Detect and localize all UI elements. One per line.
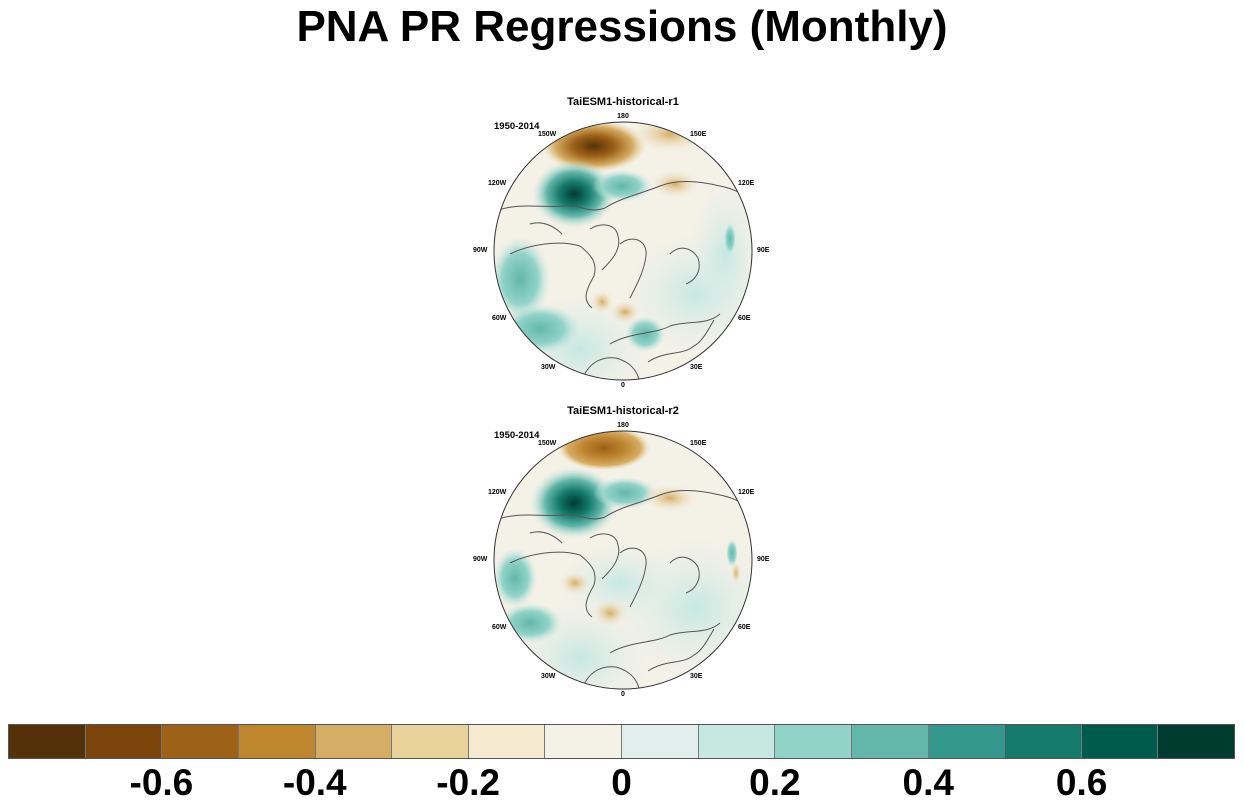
- panel-title: TaiESM1-historical-r1: [567, 96, 679, 108]
- colorbar-tick-label: -0.2: [436, 762, 501, 803]
- period-label: 1950-2014: [494, 430, 540, 441]
- lon-label: 150W: [538, 440, 557, 447]
- lon-label: 30E: [690, 364, 703, 371]
- lon-label: 60W: [492, 624, 507, 631]
- lon-label: 30E: [690, 673, 703, 680]
- colorbar-swatch: [851, 725, 929, 758]
- colorbar: [8, 724, 1235, 759]
- colorbar-swatch: [775, 725, 852, 758]
- lon-label: 0: [621, 691, 625, 698]
- colorbar-swatch: [545, 725, 622, 758]
- colorbar-tick-label: 0.2: [749, 762, 801, 803]
- lon-label: 180: [617, 422, 629, 429]
- lon-label: 30W: [541, 364, 556, 371]
- lon-label: 120E: [738, 489, 755, 496]
- colorbar-swatch: [698, 725, 776, 758]
- lon-label: 90E: [757, 556, 770, 563]
- colorbar-swatch: [315, 725, 393, 758]
- lon-label: 120W: [488, 489, 507, 496]
- colorbar-swatch: [1081, 725, 1159, 758]
- lon-label: 60E: [738, 315, 751, 322]
- lon-label: 60W: [492, 315, 507, 322]
- figure-title: PNA PR Regressions (Monthly): [296, 2, 948, 51]
- colorbar-swatch: [85, 725, 163, 758]
- colorbar-swatch: [1005, 725, 1082, 758]
- panel-title: TaiESM1-historical-r2: [567, 405, 679, 417]
- colorbar-swatch: [928, 725, 1006, 758]
- lon-label: 150E: [690, 131, 707, 138]
- colorbar-swatch: [468, 725, 546, 758]
- colorbar-swatch: [392, 725, 469, 758]
- map-panel-r2: TaiESM1-historical-r2 1950-2014: [470, 403, 776, 703]
- lon-label: 150E: [690, 440, 707, 447]
- polar-map: [493, 121, 753, 381]
- colorbar-swatch: [9, 725, 86, 758]
- lon-label: 0: [621, 382, 625, 389]
- map-panel-r1: TaiESM1-historical-r1 1950-2014: [470, 94, 776, 394]
- colorbar-swatch: [1158, 725, 1234, 758]
- lon-label: 90W: [473, 556, 488, 563]
- colorbar-tick-label: 0: [611, 762, 632, 803]
- colorbar-tick-label: -0.4: [282, 762, 347, 803]
- lon-label: 120W: [488, 180, 507, 187]
- colorbar-swatch: [238, 725, 316, 758]
- lon-label: 60E: [738, 624, 751, 631]
- colorbar-tick-label: -0.6: [129, 762, 194, 803]
- lon-label: 180: [617, 113, 629, 120]
- colorbar-swatch: [622, 725, 699, 758]
- lon-label: 120E: [738, 180, 755, 187]
- lon-label: 90W: [473, 247, 488, 254]
- polar-map: [493, 430, 753, 690]
- colorbar-tick-label: 0.4: [902, 762, 954, 803]
- colorbar-tick-label: 0.6: [1055, 762, 1108, 803]
- colorbar-swatch: [162, 725, 239, 758]
- period-label: 1950-2014: [494, 121, 540, 132]
- lon-label: 150W: [538, 131, 557, 138]
- lon-label: 30W: [541, 673, 556, 680]
- lon-label: 90E: [757, 247, 770, 254]
